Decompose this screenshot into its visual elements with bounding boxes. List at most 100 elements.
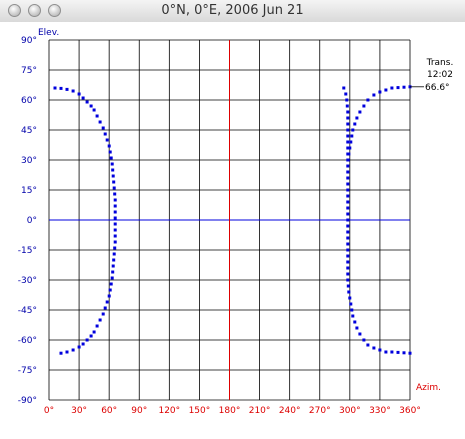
- sun-position-point: [71, 348, 75, 352]
- sun-position-point: [113, 204, 117, 208]
- x-tick-label: 330°: [369, 406, 391, 416]
- sun-position-point: [358, 110, 362, 114]
- sun-position-point: [113, 222, 117, 226]
- sun-position-point: [112, 180, 116, 184]
- sun-position-point: [348, 146, 352, 150]
- sun-position-point: [346, 158, 350, 162]
- sun-position-point: [402, 85, 406, 89]
- sun-position-point: [101, 126, 105, 130]
- y-tick-label: -15°: [18, 246, 37, 256]
- sun-position-point: [345, 98, 349, 102]
- sun-position-point: [346, 176, 350, 180]
- sun-position-point: [92, 108, 96, 112]
- y-tick-label: -60°: [18, 336, 37, 346]
- sun-position-point: [112, 252, 116, 256]
- y-tick-label: 75°: [21, 66, 37, 76]
- sun-position-point: [346, 242, 350, 246]
- sun-position-point: [347, 290, 351, 294]
- sun-position-point: [366, 98, 370, 102]
- sun-position-point: [348, 296, 352, 300]
- x-tick-labels: 0° 30° 60° 90° 120° 150° 180° 210° 240° 270° 300° 3…: [44, 406, 421, 416]
- sun-position-point: [113, 198, 117, 202]
- x-tick-label: 210°: [249, 406, 271, 416]
- sun-position-point: [346, 128, 350, 132]
- transit-label: Trans.: [426, 58, 454, 68]
- sun-position-point: [390, 86, 394, 90]
- sun-position-point: [346, 116, 350, 120]
- x-tick-label: 360°: [399, 406, 421, 416]
- sun-position-point: [113, 210, 117, 214]
- transit-time: 12:02: [427, 70, 453, 80]
- y-tick-label: 15°: [21, 186, 37, 196]
- sun-position-point: [113, 234, 117, 238]
- sun-position-point: [378, 348, 382, 352]
- sun-position-point: [350, 134, 354, 138]
- sun-position-point: [107, 294, 111, 298]
- sun-position-point: [111, 168, 115, 172]
- sun-position-point: [346, 284, 350, 288]
- sun-position-point: [349, 140, 353, 144]
- sun-position-point: [346, 212, 350, 216]
- sun-position-point: [346, 224, 350, 228]
- sun-position-point: [111, 264, 115, 268]
- sun-position-point: [366, 343, 370, 347]
- sun-path-points: [53, 85, 412, 355]
- sun-position-point: [105, 300, 109, 304]
- sun-position-point: [110, 276, 114, 280]
- sun-position-point: [110, 162, 114, 166]
- sun-path-chart: 90° 75° 60° 45° 30° 15° 0° -15° -30° -45° -60° -75°…: [18, 28, 454, 416]
- sun-position-point: [113, 216, 117, 220]
- sun-position-point: [384, 350, 388, 354]
- y-tick-label: -30°: [18, 276, 37, 286]
- sun-position-point: [378, 90, 382, 94]
- sun-position-point: [111, 174, 115, 178]
- sun-position-point: [81, 96, 85, 100]
- sun-position-point: [362, 338, 366, 342]
- sun-position-point: [346, 200, 350, 204]
- sun-position-point: [351, 314, 355, 318]
- y-tick-label: 60°: [21, 96, 37, 106]
- sun-position-point: [351, 128, 355, 132]
- sun-position-point: [95, 324, 99, 328]
- y-tick-label: 30°: [21, 156, 37, 166]
- sun-position-point: [53, 86, 57, 90]
- zoom-window-button[interactable]: [48, 4, 61, 17]
- sun-position-point: [355, 116, 359, 120]
- window-title: 0°N, 0°E, 2006 Jun 21: [161, 3, 304, 18]
- sun-position-point: [111, 270, 115, 274]
- sun-position-point: [101, 312, 105, 316]
- sun-position-point: [108, 288, 112, 292]
- sun-position-point: [372, 346, 376, 350]
- sun-position-point: [346, 164, 350, 168]
- sun-position-point: [346, 194, 350, 198]
- x-axis-label: Azim.: [416, 383, 441, 393]
- sun-position-point: [85, 338, 89, 342]
- sun-position-point: [113, 240, 117, 244]
- y-tick-label: -45°: [18, 306, 37, 316]
- sun-position-point: [346, 260, 350, 264]
- sun-position-point: [103, 132, 107, 136]
- x-tick-label: 30°: [71, 406, 87, 416]
- sun-position-point: [98, 318, 102, 322]
- sun-position-point: [92, 330, 96, 334]
- x-tick-label: 300°: [339, 406, 361, 416]
- sun-position-point: [344, 92, 348, 96]
- x-tick-label: 90°: [131, 406, 147, 416]
- x-tick-label: 120°: [158, 406, 180, 416]
- sun-position-point: [85, 100, 89, 104]
- sun-position-point: [109, 282, 113, 286]
- sun-position-point: [65, 87, 69, 91]
- sun-position-point: [113, 228, 117, 232]
- minimize-window-button[interactable]: [28, 4, 41, 17]
- sun-position-point: [372, 93, 376, 97]
- sun-position-point: [346, 218, 350, 222]
- sun-position-point: [355, 326, 359, 330]
- sun-position-point: [353, 320, 357, 324]
- sun-position-point: [107, 144, 111, 148]
- sun-position-point: [345, 104, 349, 108]
- y-tick-labels: 90° 75° 60° 45° 30° 15° 0° -15° -30° -45° -60° -75°…: [18, 36, 37, 406]
- sun-position-point: [103, 306, 107, 310]
- sun-position-point: [113, 246, 117, 250]
- sun-position-point: [346, 248, 350, 252]
- close-window-button[interactable]: [8, 4, 21, 17]
